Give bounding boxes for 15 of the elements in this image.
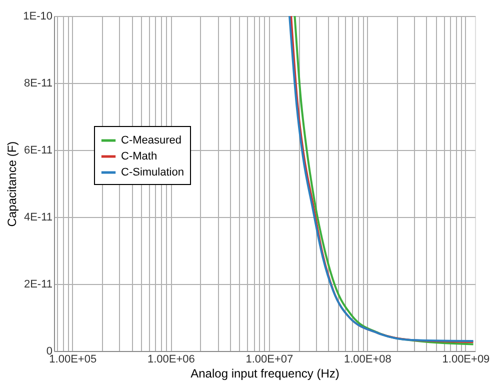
x-axis-title: Analog input frequency (Hz)	[190, 366, 340, 380]
x-tick-label: 1.00E+09	[442, 354, 490, 366]
x-tick-label: 1.00E+08	[344, 354, 392, 366]
x-tick-label: 1.00E+07	[246, 354, 294, 366]
legend-label: C-Simulation	[121, 166, 184, 178]
y-tick-label: 2E-11	[24, 278, 52, 290]
y-tick-label: 4E-11	[24, 212, 52, 224]
y-axis-title: Capacitance (F)	[5, 141, 20, 227]
legend-label: C-Measured	[121, 134, 182, 146]
x-tick-label: 1.00E+06	[147, 354, 195, 366]
y-tick-label: 1E-10	[23, 10, 52, 22]
x-tick-label: 1.00E+05	[49, 354, 97, 366]
y-tick-label: 6E-11	[24, 144, 52, 156]
y-tick-label: 8E-11	[24, 78, 52, 90]
legend-label: C-Math	[121, 150, 158, 162]
